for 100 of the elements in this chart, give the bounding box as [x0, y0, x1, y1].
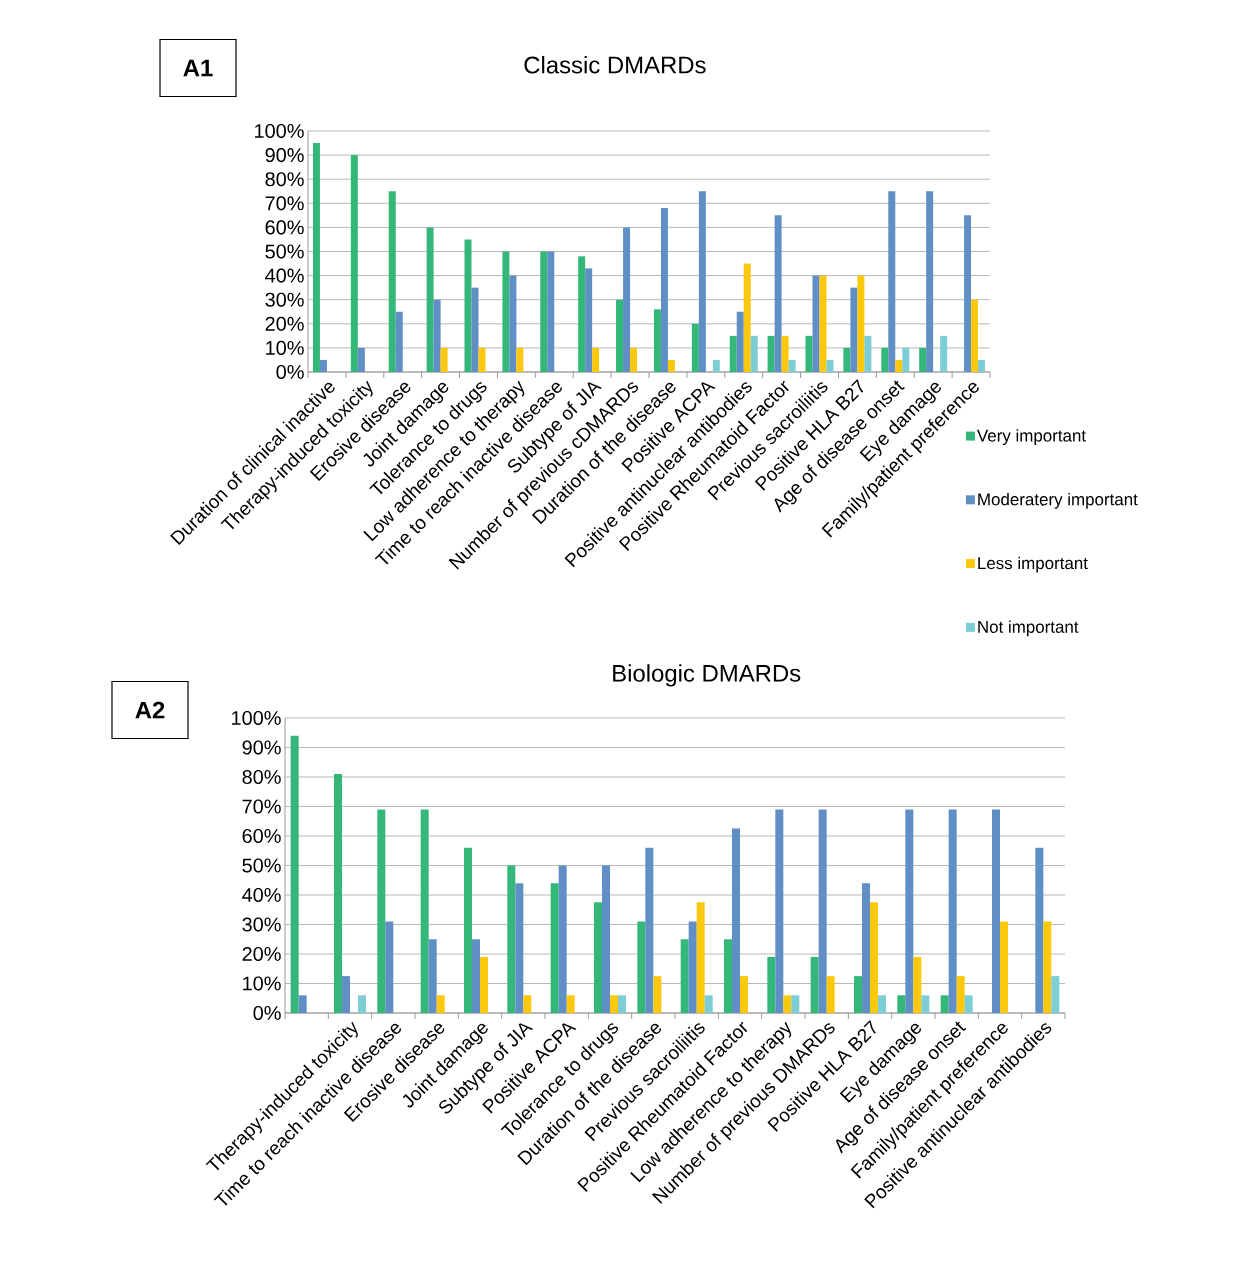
bar: [818, 809, 827, 1013]
bar: [857, 275, 865, 372]
bar: [878, 995, 887, 1013]
bar: [616, 299, 624, 372]
text: A1: [183, 59, 213, 77]
bar: [688, 921, 697, 1013]
bar: [660, 208, 668, 372]
bar: [388, 191, 396, 372]
bar: [964, 995, 973, 1013]
chart-title: Classic DMARDs: [524, 55, 706, 74]
bar: [680, 939, 689, 1013]
bar: [948, 809, 957, 1013]
bar: [940, 995, 949, 1013]
y-tick-label: 80%: [242, 769, 281, 785]
bar: [774, 215, 782, 372]
bar: [385, 921, 394, 1013]
y-tick-label: 70%: [242, 799, 281, 814]
y-tick-label: 100%: [232, 710, 281, 726]
bar: [509, 275, 517, 372]
bar: [357, 347, 365, 372]
bar: [1035, 847, 1044, 1013]
bar: [667, 359, 675, 372]
y-tick-label: 40%: [265, 268, 304, 283]
bar: [729, 335, 737, 372]
y-tick-label: 10%: [243, 976, 281, 991]
bar: [902, 347, 910, 372]
bar: [888, 191, 896, 372]
bar: [805, 335, 813, 372]
bar: [540, 251, 548, 372]
bar: [464, 847, 472, 1013]
bar: [515, 883, 524, 1013]
bar: [791, 995, 800, 1013]
bar: [290, 735, 299, 1013]
bar: [956, 976, 965, 1013]
bar: [940, 335, 948, 372]
bar: [1051, 976, 1060, 1013]
bar: [471, 287, 479, 372]
y-tick-label: 20%: [265, 316, 304, 331]
bar: [905, 809, 914, 1013]
bar: [992, 809, 1001, 1013]
bar: [653, 976, 662, 1013]
bar: [971, 299, 979, 372]
bar: [826, 359, 834, 372]
bar: [507, 865, 516, 1013]
bar: [819, 275, 827, 372]
y-tick-label: 10%: [266, 340, 304, 355]
bar: [610, 995, 619, 1013]
bar: [862, 883, 871, 1013]
bar: [810, 956, 819, 1013]
bar: [704, 995, 713, 1013]
bar: [433, 299, 441, 372]
bar: [558, 865, 567, 1013]
text: A2: [135, 701, 165, 719]
y-tick-label: 50%: [265, 244, 304, 259]
bar: [870, 902, 879, 1013]
bar: [312, 143, 320, 372]
bar: [602, 865, 610, 1013]
bar: [653, 309, 661, 372]
bar: [377, 809, 386, 1013]
bar: [436, 995, 445, 1013]
bar: [516, 347, 524, 372]
y-tick-label: 60%: [242, 828, 281, 844]
y-tick-label: 50%: [242, 858, 281, 873]
bar: [523, 995, 532, 1013]
bar: [502, 251, 510, 372]
bar: [637, 921, 646, 1013]
bar: [1000, 921, 1009, 1013]
legend-label: Very important: [976, 429, 1086, 445]
legend-label: Less important: [978, 556, 1088, 573]
y-tick-label: 0%: [276, 364, 304, 380]
y-tick-label: 20%: [242, 946, 281, 962]
bar: [594, 902, 602, 1013]
bar: [826, 976, 835, 1013]
bar: [921, 995, 930, 1013]
legend-label: Moderatery important: [978, 492, 1138, 509]
bar: [480, 956, 488, 1013]
bar: [464, 239, 472, 372]
y-tick-label: 60%: [265, 220, 304, 235]
bar: [750, 335, 758, 372]
bar: [645, 847, 654, 1013]
bar: [913, 956, 922, 1013]
bar: [843, 347, 851, 372]
bar: [696, 902, 705, 1013]
bar: [358, 995, 366, 1013]
bar: [698, 191, 706, 372]
bar: [812, 275, 820, 372]
bar: [767, 956, 776, 1013]
bar: [478, 347, 486, 372]
bar: [850, 287, 858, 372]
bar: [547, 251, 555, 372]
bar: [978, 359, 986, 372]
bar: [926, 191, 934, 372]
bar: [691, 323, 699, 372]
bar: [342, 976, 350, 1013]
bar: [426, 227, 434, 372]
bar: [724, 939, 733, 1013]
chart-title: Biologic DMARDs: [613, 664, 801, 687]
bar: [566, 995, 575, 1013]
bar: [964, 215, 972, 372]
bar: [1043, 921, 1052, 1013]
